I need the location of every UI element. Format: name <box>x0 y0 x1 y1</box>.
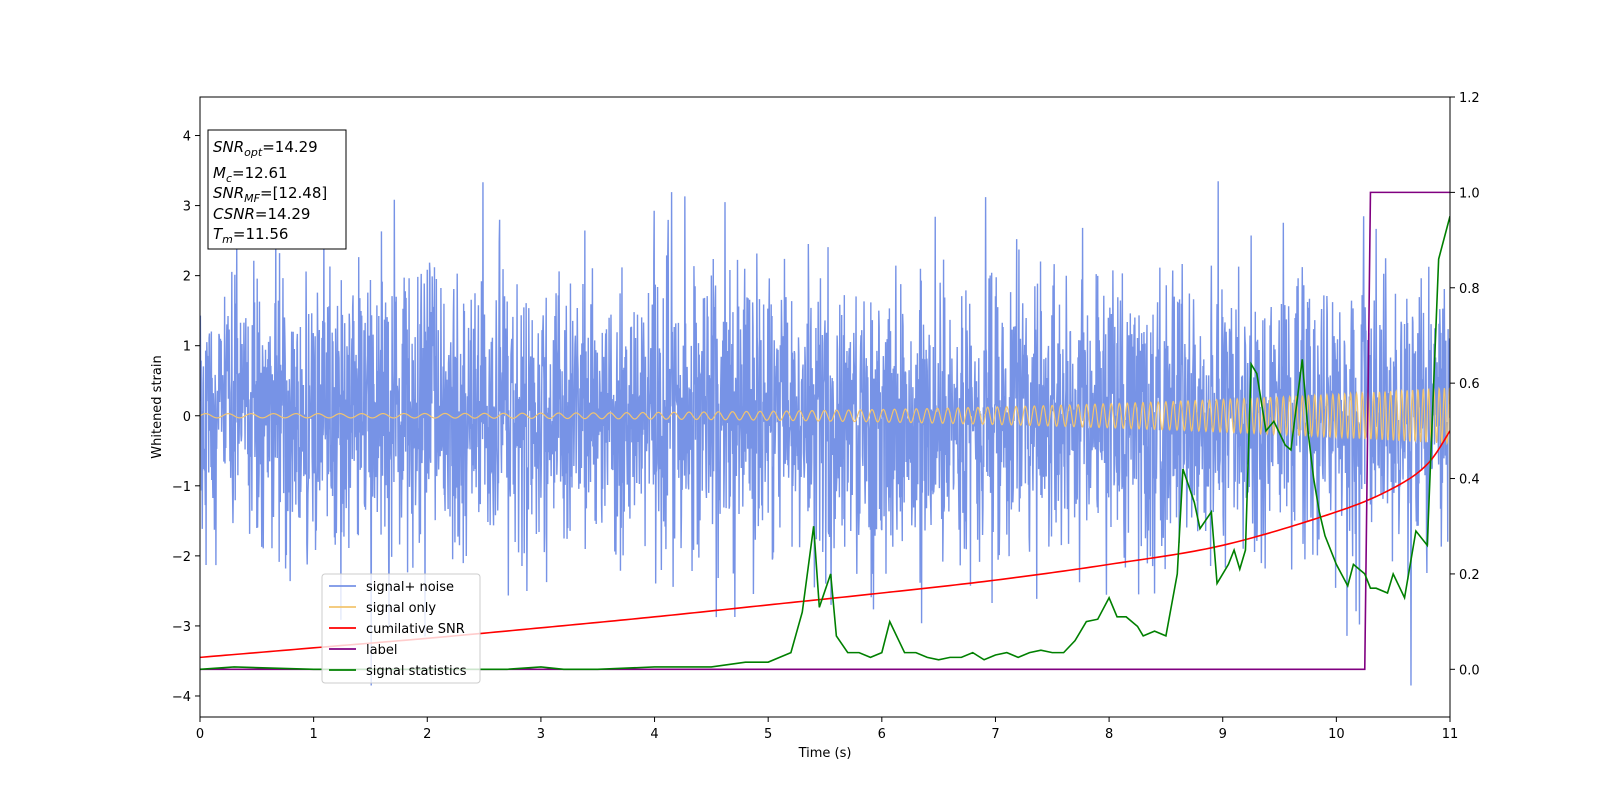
annotation-line-mc: Mc=12.61 <box>213 164 288 185</box>
right-y-tick-label: 0.4 <box>1459 473 1480 488</box>
legend-label-signal-noise: signal+ noise <box>366 580 454 595</box>
x-tick-label: 4 <box>650 727 658 742</box>
legend: signal+ noise signal only cumilative SNR… <box>321 573 481 684</box>
x-tick-label: 8 <box>1105 727 1113 742</box>
y-tick-label: 3 <box>183 200 191 215</box>
x-tick-label: 9 <box>1219 727 1227 742</box>
annotation-line-snr-mf: SNRMF=[12.48] <box>213 184 327 205</box>
legend-entry-signal-noise: signal+ noise <box>329 580 454 595</box>
y-axis-label: Whitened strain <box>150 355 165 458</box>
x-tick-label: 0 <box>196 727 204 742</box>
y-tick-label: 0 <box>183 410 191 425</box>
right-y-tick-label: 0.0 <box>1459 663 1480 678</box>
legend-label-signal-only: signal only <box>366 601 436 616</box>
x-tick-label: 3 <box>537 727 545 742</box>
legend-entry-signal-statistics: signal statistics <box>329 664 467 679</box>
x-tick-label: 2 <box>423 727 431 742</box>
annotation-line-tm: Tm=11.56 <box>213 225 288 246</box>
x-tick-label: 10 <box>1328 727 1345 742</box>
y-tick-label: −1 <box>172 480 191 495</box>
annotation-box-frame <box>207 129 347 250</box>
y-tick-label: −2 <box>172 550 191 565</box>
x-axis-ticks: 0 1 2 3 4 5 6 7 8 9 10 11 <box>196 717 1458 742</box>
x-tick-label: 6 <box>878 727 886 742</box>
y-tick-label: −3 <box>172 620 191 635</box>
right-y-tick-label: 1.0 <box>1459 186 1480 201</box>
label-line <box>200 191 1450 671</box>
plot-frame <box>199 96 1451 718</box>
annotation-line-csnr: CSNR=14.29 <box>213 205 310 223</box>
y-tick-label: 4 <box>183 130 191 145</box>
legend-entry-label: label <box>329 643 397 658</box>
right-y-axis-ticks: 0.0 0.2 0.4 0.6 0.8 1.0 1.2 <box>1450 91 1480 678</box>
legend-entry-signal-only: signal only <box>329 601 436 616</box>
right-y-tick-label: 0.6 <box>1459 377 1480 392</box>
right-y-tick-label: 0.2 <box>1459 568 1480 583</box>
signal-only-line <box>200 386 1450 446</box>
annotation-line-snr-opt: SNRopt=14.29 <box>213 138 318 159</box>
right-y-tick-label: 0.8 <box>1459 282 1480 297</box>
legend-label-label: label <box>366 643 397 658</box>
x-tick-label: 7 <box>991 727 999 742</box>
signal-noise-line <box>200 181 1450 686</box>
x-tick-label: 11 <box>1442 727 1459 742</box>
right-y-tick-label: 1.2 <box>1459 91 1480 106</box>
legend-label-cumulative-snr: cumilative SNR <box>366 622 465 637</box>
legend-entry-cumulative-snr: cumilative SNR <box>329 622 465 637</box>
y-tick-label: −4 <box>172 690 191 705</box>
x-tick-label: 1 <box>309 727 317 742</box>
legend-label-signal-statistics: signal statistics <box>366 664 467 679</box>
signal-statistics-line <box>200 216 1450 671</box>
x-axis-label: Time (s) <box>798 746 852 761</box>
legend-frame <box>321 573 481 684</box>
y-axis-ticks: −4 −3 −2 −1 0 1 2 3 4 <box>172 130 200 705</box>
y-tick-label: 1 <box>183 340 191 355</box>
x-tick-label: 5 <box>764 727 772 742</box>
y-tick-label: 2 <box>183 270 191 285</box>
annotation-box: SNRopt=14.29 Mc=12.61 SNRMF=[12.48] CSNR… <box>207 129 347 250</box>
